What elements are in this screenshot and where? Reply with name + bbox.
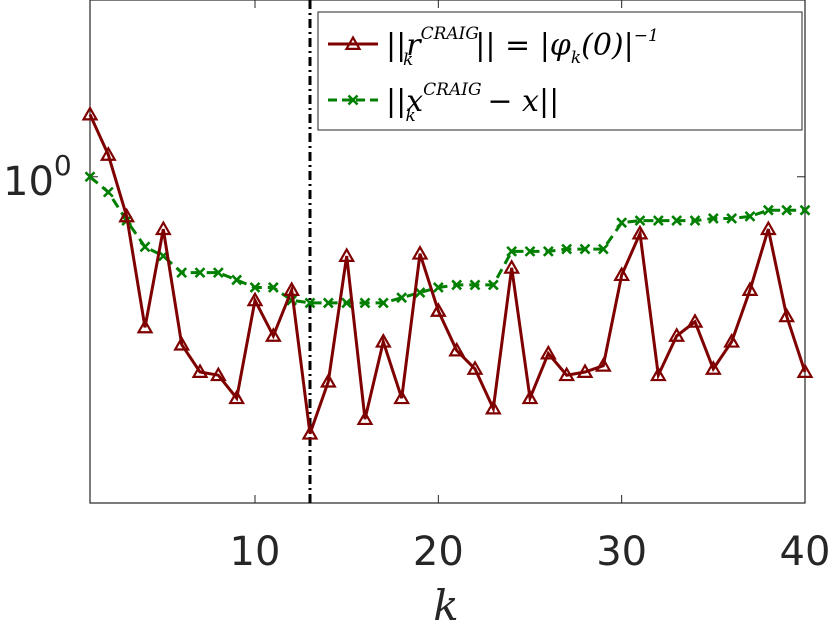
series-residual: [81, 105, 814, 440]
data-point: [249, 282, 261, 293]
data-point: [524, 245, 536, 257]
data-point: [246, 291, 264, 307]
data-point: [704, 360, 722, 375]
data-point: [616, 217, 628, 229]
data-point: [707, 213, 719, 224]
data-point: [359, 297, 371, 309]
data-point: [778, 307, 796, 323]
legend-marker: [344, 35, 362, 50]
data-point: [84, 171, 96, 183]
data-point: [191, 363, 209, 378]
legend-entry: ||xCRAIG k − x||: [328, 80, 559, 126]
series-line: [88, 113, 807, 435]
axis-ticks: 10 20 30 40 100: [3, 0, 830, 575]
data-point: [631, 224, 649, 240]
series-line: [89, 175, 805, 305]
legend-label: ||xCRAIG k − x||: [386, 80, 559, 126]
data-point: [451, 279, 463, 291]
series-error: [84, 171, 811, 309]
data-point: [283, 281, 301, 296]
data-point: [799, 204, 811, 216]
data-point: [99, 146, 117, 161]
data-point: [723, 332, 741, 348]
data-point: [503, 259, 521, 274]
data-point: [597, 243, 609, 255]
data-point: [393, 389, 411, 405]
data-point: [173, 335, 191, 351]
legend: ||rCRAIG k || = |φk(0)|−1 ||xCRAIG k − x||: [317, 11, 803, 131]
data-point: [558, 366, 576, 382]
data-point: [759, 220, 777, 236]
data-point: [228, 389, 246, 405]
data-point: [264, 327, 282, 342]
data-point: [356, 410, 374, 426]
data-point: [414, 287, 426, 298]
data-point: [762, 204, 774, 216]
data-point: [539, 344, 557, 360]
series-group: [81, 105, 814, 440]
data-point: [396, 292, 408, 304]
data-point: [231, 274, 243, 286]
data-point: [668, 327, 686, 342]
x-tick-label: 20: [413, 529, 464, 575]
data-point: [649, 366, 667, 382]
legend-entry: ||rCRAIG k || = |φk(0)|−1: [328, 24, 659, 70]
data-point: [301, 424, 319, 440]
data-point: [136, 318, 154, 334]
data-point: [154, 220, 172, 236]
data-point: [209, 366, 227, 382]
data-point: [194, 267, 206, 279]
data-point: [102, 186, 114, 198]
x-tick-label: 30: [596, 529, 647, 575]
data-point: [484, 399, 502, 415]
legend-label: ||rCRAIG k || = |φk(0)|−1: [386, 24, 659, 70]
data-point: [744, 210, 756, 222]
data-point: [338, 247, 356, 262]
data-point: [448, 341, 466, 357]
data-point: [411, 244, 429, 260]
data-point: [267, 282, 279, 293]
data-point: [118, 207, 136, 223]
x-axis-label: k: [433, 581, 458, 630]
data-point: [579, 243, 591, 255]
data-point: [542, 245, 554, 257]
data-point: [432, 282, 444, 293]
data-point: [652, 215, 664, 227]
data-point: [576, 363, 594, 378]
data-point: [726, 213, 738, 224]
legend-marker: [347, 94, 359, 106]
data-point: [176, 267, 188, 279]
y-tick-label: 100: [3, 149, 72, 205]
data-point: [81, 105, 99, 121]
data-point: [686, 313, 704, 328]
data-point: [341, 297, 353, 309]
data-point: [671, 215, 683, 227]
data-point: [466, 360, 484, 375]
data-point: [429, 302, 447, 317]
data-point: [377, 297, 389, 309]
data-point: [594, 357, 612, 372]
data-point: [506, 245, 518, 257]
data-point: [322, 297, 334, 309]
data-point: [521, 389, 539, 405]
data-point: [304, 297, 316, 309]
data-point: [319, 372, 337, 388]
data-point: [469, 279, 481, 291]
data-point: [634, 215, 646, 227]
x-tick-label: 10: [230, 529, 281, 575]
axis-labels: k: [433, 581, 458, 630]
data-point: [487, 279, 499, 291]
data-point: [689, 215, 701, 227]
data-point: [212, 267, 224, 279]
data-point: [613, 266, 631, 282]
legend-box: [317, 11, 803, 131]
data-point: [796, 363, 814, 378]
data-point: [561, 243, 573, 255]
data-point: [374, 332, 392, 348]
data-point: [781, 204, 793, 216]
data-point: [139, 241, 151, 253]
data-point: [741, 281, 759, 296]
x-tick-label: 40: [780, 529, 830, 575]
